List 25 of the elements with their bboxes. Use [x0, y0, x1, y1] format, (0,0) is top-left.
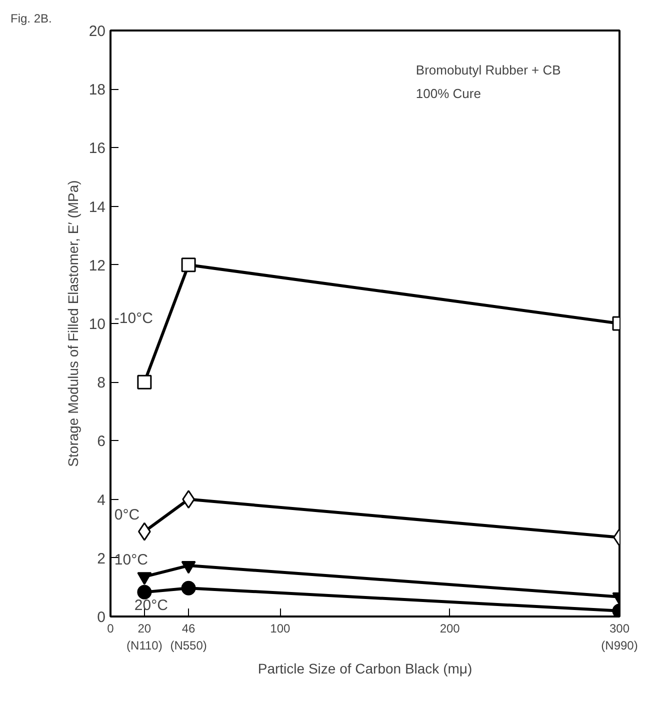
- x-tick-label: 200: [440, 622, 460, 636]
- x-tick-label: 20 (N110): [126, 622, 162, 652]
- y-tick-label: 20: [88, 23, 106, 40]
- y-tick-label: 10: [88, 316, 106, 333]
- series-label: 0°C: [114, 506, 140, 524]
- legend-label: -10°C: [114, 310, 154, 328]
- y-tick-label: 18: [88, 82, 106, 99]
- y-axis-title: Storage Modulus of Filled Elastomer, E′ (MPa): [64, 180, 81, 467]
- y-tick-label: 14: [88, 198, 106, 216]
- chart-title: Fig. 2B.: [10, 12, 52, 26]
- x-axis-title: Particle Size of Carbon Black (mμ): [258, 660, 472, 676]
- annotation: Bromobutyl Rubber + CB: [416, 62, 561, 78]
- y-tick-label: 6: [97, 433, 106, 450]
- y-tick-label: 12: [88, 257, 106, 274]
- y-tick-label: 2: [97, 550, 106, 568]
- y-tick-label: 16: [88, 140, 106, 158]
- y-tick-label: 4: [97, 492, 106, 509]
- x-tick-label: 300 (N990): [601, 622, 638, 652]
- legend-label: 20°C: [134, 597, 168, 614]
- legend-label: 10°C: [114, 552, 148, 569]
- y-tick-label: 8: [97, 374, 106, 392]
- x-tick-label: 0: [107, 622, 114, 636]
- x-tick-label: 100: [270, 622, 291, 636]
- annotation: 100% Cure: [416, 86, 481, 101]
- x-tick-label: 46 (N550): [170, 622, 207, 652]
